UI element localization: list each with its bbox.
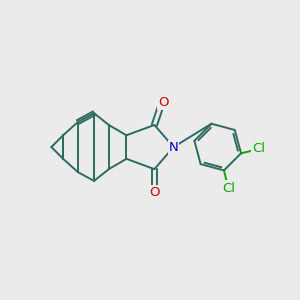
Text: N: N [169, 141, 178, 154]
Text: Cl: Cl [252, 142, 265, 155]
Text: Cl: Cl [222, 182, 235, 194]
Text: O: O [149, 186, 160, 199]
Text: O: O [158, 96, 169, 110]
